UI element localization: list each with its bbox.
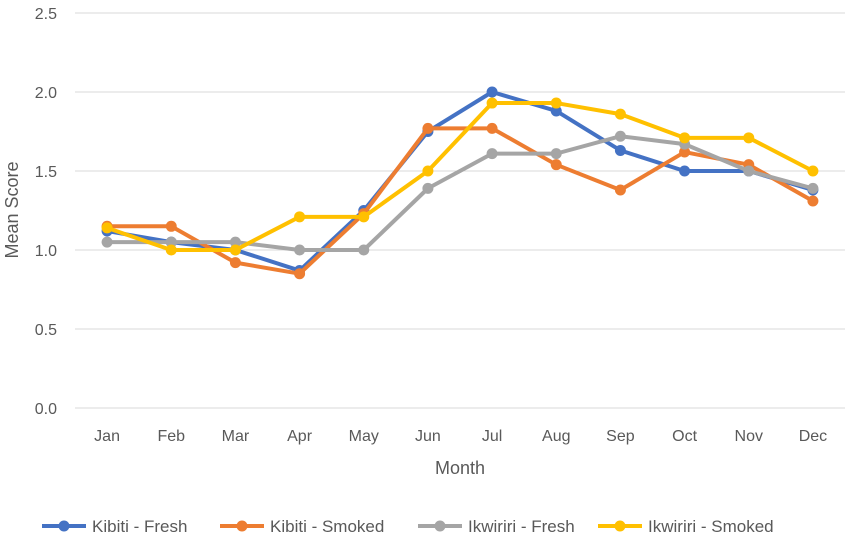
data-point bbox=[358, 211, 370, 223]
data-point bbox=[743, 132, 755, 144]
legend-item: Ikwiriri - Smoked bbox=[598, 517, 774, 536]
y-tick-label: 1.5 bbox=[35, 164, 57, 181]
data-point bbox=[229, 257, 241, 269]
data-point bbox=[679, 146, 691, 158]
data-point bbox=[550, 97, 562, 109]
series-3 bbox=[101, 97, 819, 256]
legend-swatch-marker bbox=[236, 520, 248, 532]
y-tick-label: 2.0 bbox=[35, 85, 57, 102]
data-point bbox=[614, 184, 626, 196]
data-point bbox=[486, 86, 498, 98]
x-tick-label: Dec bbox=[799, 428, 827, 445]
data-point bbox=[807, 165, 819, 177]
data-point bbox=[679, 165, 691, 177]
legend-label: Ikwiriri - Smoked bbox=[648, 517, 774, 536]
data-point bbox=[743, 165, 755, 177]
x-axis-title: Month bbox=[435, 458, 485, 478]
series-2 bbox=[101, 130, 819, 256]
series-line bbox=[105, 126, 815, 276]
x-axis-ticks: Jan Feb Mar Apr May Jun Jul Aug Sep Oct Nov Dec bbox=[94, 428, 827, 445]
x-tick-label: Mar bbox=[222, 428, 250, 445]
legend-swatch-marker bbox=[434, 520, 446, 532]
data-point bbox=[229, 236, 241, 248]
data-point bbox=[229, 244, 241, 256]
y-tick-label: 2.5 bbox=[35, 6, 57, 23]
data-point bbox=[358, 244, 370, 256]
legend-label: Kibiti - Smoked bbox=[270, 517, 384, 536]
data-point bbox=[550, 148, 562, 160]
y-tick-label: 0.5 bbox=[35, 322, 57, 339]
x-tick-label: May bbox=[349, 428, 379, 445]
data-point bbox=[101, 222, 113, 234]
x-tick-label: Jun bbox=[415, 428, 441, 445]
data-point bbox=[614, 108, 626, 120]
legend-item: Kibiti - Fresh bbox=[42, 517, 187, 536]
legend-label: Kibiti - Fresh bbox=[92, 517, 187, 536]
data-point bbox=[486, 97, 498, 109]
data-point bbox=[614, 130, 626, 142]
data-point bbox=[165, 236, 177, 248]
data-point bbox=[294, 244, 306, 256]
x-tick-label: Jan bbox=[94, 428, 120, 445]
x-tick-label: Aug bbox=[542, 428, 570, 445]
data-point bbox=[422, 182, 434, 194]
legend-swatch-marker bbox=[58, 520, 70, 532]
legend-swatch-marker bbox=[614, 520, 626, 532]
data-point bbox=[165, 220, 177, 232]
x-tick-label: Oct bbox=[672, 428, 697, 445]
gridlines bbox=[75, 12, 845, 409]
y-axis-ticks: 0.0 0.5 1.0 1.5 2.0 2.5 bbox=[35, 6, 57, 418]
x-tick-label: Jul bbox=[482, 428, 502, 445]
series-1 bbox=[101, 122, 819, 280]
y-tick-label: 1.0 bbox=[35, 243, 57, 260]
data-point bbox=[486, 148, 498, 160]
legend-label: Ikwiriri - Fresh bbox=[468, 517, 575, 536]
data-point bbox=[807, 195, 819, 207]
data-point bbox=[550, 159, 562, 171]
data-point bbox=[422, 122, 434, 134]
legend-item: Kibiti - Smoked bbox=[220, 517, 384, 536]
y-axis-title: Mean Score bbox=[2, 161, 22, 258]
x-tick-label: Sep bbox=[606, 428, 635, 445]
series-lines bbox=[101, 86, 819, 280]
data-point bbox=[101, 236, 113, 248]
x-tick-label: Nov bbox=[735, 428, 763, 445]
x-tick-label: Apr bbox=[287, 428, 313, 445]
y-tick-label: 0.0 bbox=[35, 401, 57, 418]
data-point bbox=[294, 268, 306, 280]
data-point bbox=[614, 144, 626, 156]
data-point bbox=[294, 211, 306, 223]
data-point bbox=[422, 165, 434, 177]
legend-item: Ikwiriri - Fresh bbox=[418, 517, 575, 536]
data-point bbox=[807, 182, 819, 194]
data-point bbox=[165, 244, 177, 256]
series-line bbox=[105, 134, 815, 252]
legend: Kibiti - Fresh Kibiti - Smoked Ikwiriri - … bbox=[42, 517, 774, 536]
data-point bbox=[486, 122, 498, 134]
data-point bbox=[550, 105, 562, 117]
series-line bbox=[105, 101, 815, 252]
data-point bbox=[679, 132, 691, 144]
x-tick-label: Feb bbox=[157, 428, 185, 445]
